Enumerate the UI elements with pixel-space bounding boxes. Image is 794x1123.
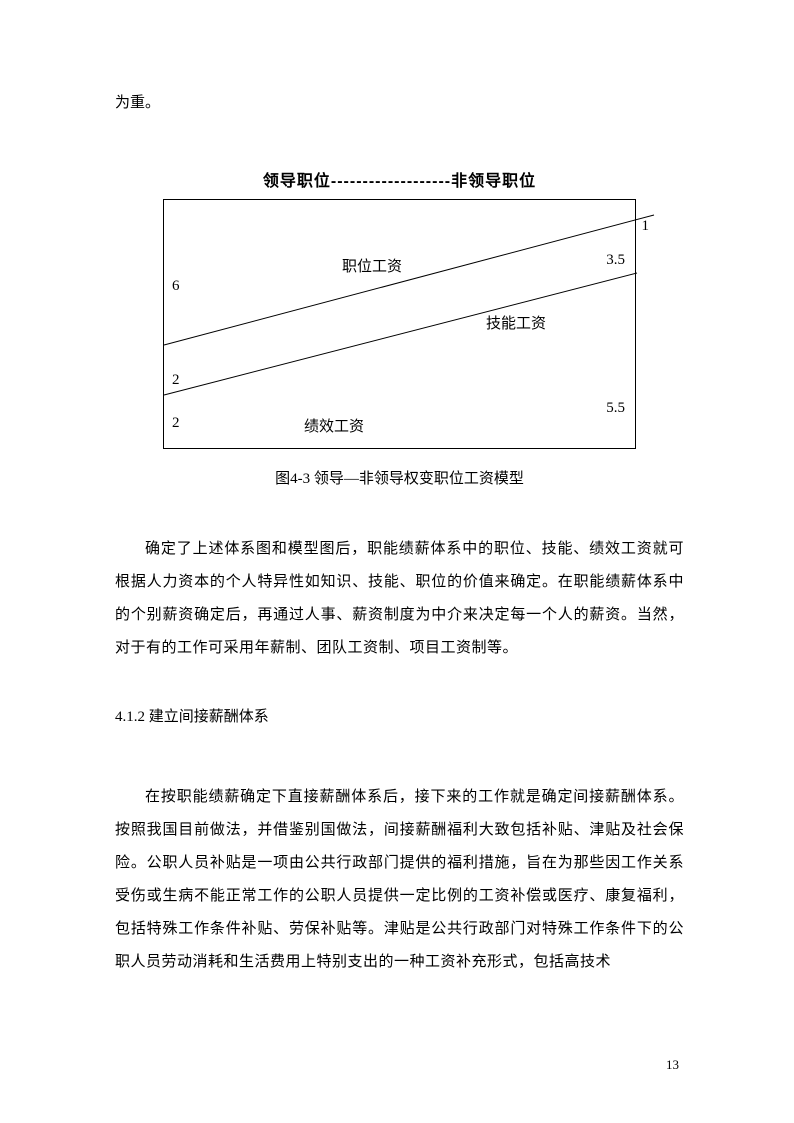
header-right: 非领导职位 (451, 173, 536, 190)
section-heading: 4.1.2 建立间接薪酬体系 (115, 705, 684, 726)
label-top-region: 职位工资 (342, 255, 402, 276)
salary-model-diagram: 职位工资 技能工资 绩效工资 6 2 2 1 3.5 5.5 (163, 199, 636, 449)
diagram-header: 领导职位-------------------非领导职位 (115, 167, 684, 191)
value-right-top: 1 (642, 218, 650, 235)
page-number: 13 (666, 1057, 679, 1073)
upper-line (164, 215, 654, 345)
value-right-bottom: 5.5 (606, 400, 625, 417)
value-left-top: 6 (172, 278, 180, 295)
value-right-mid: 3.5 (606, 252, 625, 269)
diagram-caption: 图4-3 领导—非领导权变职位工资模型 (115, 467, 684, 488)
paragraph-1: 确定了上述体系图和模型图后，职能绩薪体系中的职位、技能、绩效工资就可根据人力资本… (115, 533, 684, 665)
header-left: 领导职位 (263, 173, 331, 190)
label-bottom-region: 绩效工资 (304, 415, 364, 436)
diagram-lines (164, 200, 637, 450)
paragraph-2: 在按职能绩薪确定下直接薪酬体系后，接下来的工作就是确定间接薪酬体系。按照我国目前… (115, 781, 684, 979)
lower-line (164, 273, 637, 395)
value-left-bottom: 2 (172, 415, 180, 432)
intro-text: 为重。 (115, 90, 684, 117)
header-dashes: ------------------- (331, 173, 451, 190)
value-left-mid: 2 (172, 372, 180, 389)
label-mid-region: 技能工资 (486, 312, 546, 333)
